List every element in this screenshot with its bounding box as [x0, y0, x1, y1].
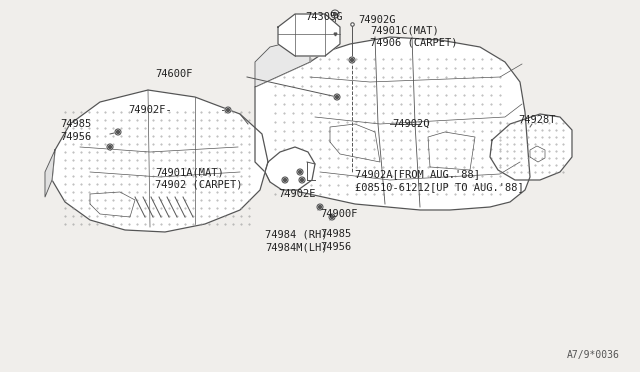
Text: A7/9*0036: A7/9*0036 [567, 350, 620, 360]
Circle shape [317, 204, 323, 210]
Circle shape [115, 129, 121, 135]
Text: 74956: 74956 [320, 242, 351, 252]
Circle shape [109, 145, 111, 148]
Circle shape [331, 10, 339, 18]
Circle shape [333, 13, 337, 16]
Polygon shape [52, 90, 268, 232]
Text: 74984M(LH): 74984M(LH) [265, 242, 328, 252]
Text: 74305G: 74305G [305, 12, 342, 22]
Circle shape [335, 96, 339, 99]
Circle shape [225, 107, 231, 113]
Circle shape [301, 179, 303, 182]
Circle shape [299, 177, 305, 183]
Circle shape [351, 58, 353, 61]
Circle shape [334, 94, 340, 100]
Text: 74985: 74985 [60, 119, 92, 129]
Text: 74902E: 74902E [278, 189, 316, 199]
Text: 74902Q: 74902Q [392, 119, 429, 129]
Circle shape [116, 131, 120, 134]
Polygon shape [45, 150, 55, 197]
Circle shape [284, 179, 287, 182]
Polygon shape [255, 37, 310, 87]
Text: 74600F: 74600F [155, 69, 193, 79]
Text: 74928T: 74928T [518, 115, 556, 125]
Text: 74985: 74985 [320, 229, 351, 239]
Circle shape [330, 215, 333, 218]
Text: 74902G: 74902G [358, 15, 396, 25]
Text: £08510-61212[UP TO AUG.'88]: £08510-61212[UP TO AUG.'88] [355, 182, 524, 192]
Circle shape [349, 57, 355, 63]
Circle shape [329, 214, 335, 220]
Circle shape [298, 170, 301, 173]
Polygon shape [265, 147, 315, 190]
Text: 74901A(MAT): 74901A(MAT) [155, 167, 224, 177]
Text: 74902F-: 74902F- [128, 105, 172, 115]
Text: 74902 (CARPET): 74902 (CARPET) [155, 179, 243, 189]
Circle shape [227, 109, 230, 112]
Polygon shape [255, 37, 530, 210]
Polygon shape [490, 114, 572, 180]
Circle shape [107, 144, 113, 150]
Text: 74902A[FROM AUG.'88]: 74902A[FROM AUG.'88] [355, 169, 480, 179]
Text: 74901C(MAT): 74901C(MAT) [370, 25, 439, 35]
Circle shape [297, 169, 303, 175]
Text: 74956: 74956 [60, 132, 92, 142]
Polygon shape [278, 14, 340, 56]
Circle shape [282, 177, 288, 183]
Text: 74984 (RH): 74984 (RH) [265, 229, 328, 239]
Circle shape [319, 205, 321, 208]
Text: 74900F: 74900F [320, 209, 358, 219]
Text: 74906 (CARPET): 74906 (CARPET) [370, 37, 458, 47]
